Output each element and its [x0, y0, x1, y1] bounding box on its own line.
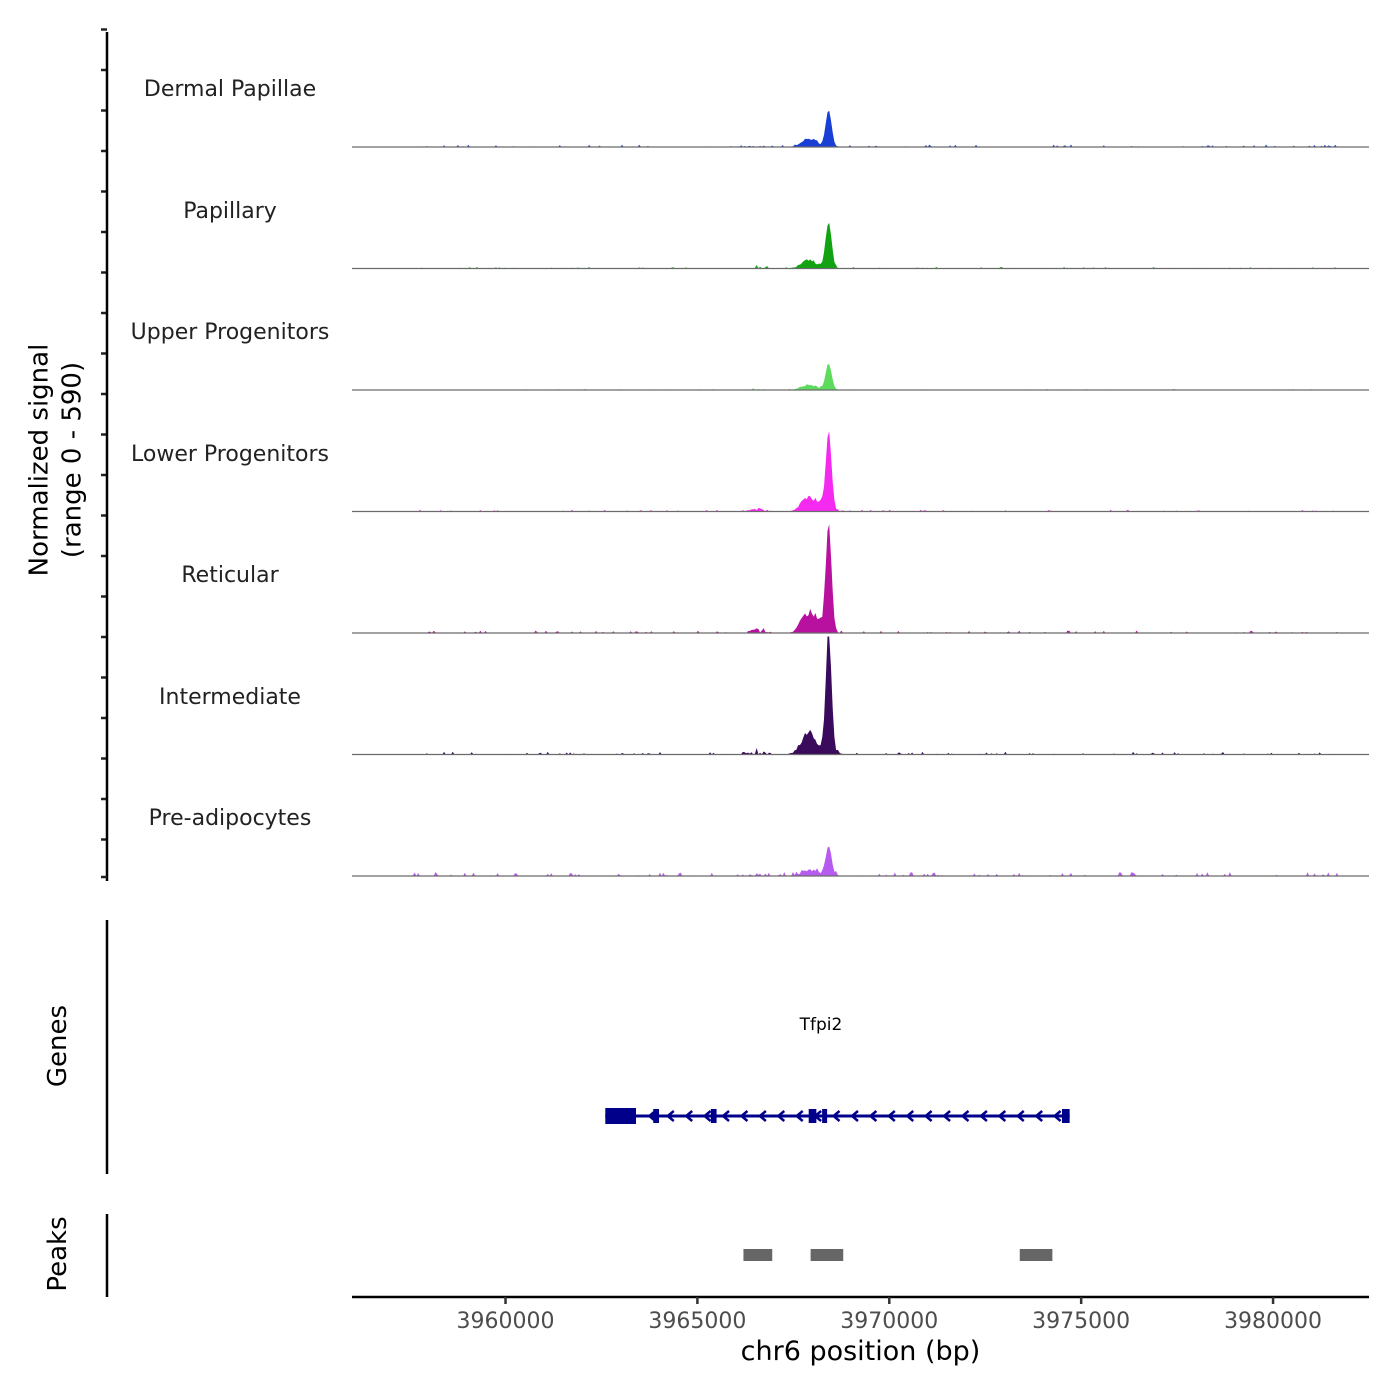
x-axis-title: chr6 position (bp)	[740, 1336, 981, 1367]
strand-arrow	[997, 1110, 1007, 1122]
strand-arrow	[794, 1110, 804, 1122]
peaks-axis-title: Peaks	[42, 1216, 73, 1292]
strand-arrow	[1034, 1110, 1043, 1122]
y-axis-title-main: Normalized signal	[24, 343, 55, 577]
strand-arrow	[757, 1110, 767, 1122]
signal-area	[409, 524, 1339, 633]
gene-exon	[1061, 1109, 1070, 1123]
signal-area	[409, 364, 1339, 390]
x-tick-label: 3975000	[1032, 1309, 1130, 1334]
strand-arrow	[739, 1110, 749, 1122]
track-label: Lower Progenitors	[131, 441, 329, 467]
track-label: Upper Progenitors	[130, 320, 330, 345]
strand-arrow	[721, 1110, 730, 1122]
peak-region	[1019, 1249, 1053, 1261]
x-axis: 3960000 3965000 3970000 3975000 3980000	[352, 1295, 1369, 1334]
strand-arrow	[831, 1110, 841, 1122]
gene-exon	[808, 1109, 817, 1123]
gene-exon	[822, 1109, 828, 1123]
track-label: Dermal Papillae	[143, 77, 317, 102]
gene-exon	[605, 1108, 636, 1124]
strand-arrow	[905, 1110, 915, 1122]
strand-arrow	[850, 1110, 859, 1122]
strand-arrow	[1052, 1110, 1062, 1122]
strand-arrow	[776, 1110, 786, 1122]
strand-arrow	[684, 1110, 693, 1122]
peak-region	[810, 1249, 844, 1261]
x-tick-label: 3980000	[1224, 1309, 1322, 1334]
gene-exon	[710, 1109, 717, 1123]
track-label: Intermediate	[159, 684, 301, 710]
x-tick-label: 3965000	[648, 1309, 746, 1334]
signal-area	[409, 110, 1339, 147]
strand-arrow	[923, 1110, 933, 1122]
y-axis-title: Normalized signal (range 0 - 590)	[24, 344, 89, 577]
strand-arrow	[942, 1110, 951, 1122]
track-label: Reticular	[181, 563, 279, 588]
track-label: Pre-adipocytes	[148, 806, 312, 831]
signal-area	[409, 431, 1339, 512]
strand-arrow	[978, 1110, 988, 1122]
signal-area	[409, 222, 1339, 269]
x-tick-label: 3970000	[840, 1309, 938, 1334]
genes-axis-title: Genes	[42, 1004, 73, 1088]
gene-track	[105, 920, 1070, 1174]
peaks-track	[105, 1214, 1053, 1297]
signal-area	[409, 636, 1339, 755]
x-tick-label: 3960000	[457, 1309, 555, 1334]
track-label: Papillary	[183, 198, 277, 224]
signal-area	[409, 846, 1339, 876]
y-axis-title-range: (range 0 - 590)	[57, 361, 87, 559]
strand-arrow	[813, 1110, 822, 1122]
strand-arrow	[665, 1110, 675, 1122]
gene-exon	[653, 1109, 660, 1123]
strand-arrow	[868, 1110, 878, 1122]
coverage-tracks	[101, 28, 1369, 881]
strand-arrow	[886, 1110, 896, 1122]
strand-arrow	[647, 1110, 657, 1122]
strand-arrow	[1015, 1110, 1025, 1122]
gene-name-label: Tfpi2	[799, 1015, 843, 1035]
strand-arrow	[960, 1110, 970, 1122]
peak-region	[743, 1249, 773, 1261]
strand-arrow	[702, 1110, 712, 1122]
